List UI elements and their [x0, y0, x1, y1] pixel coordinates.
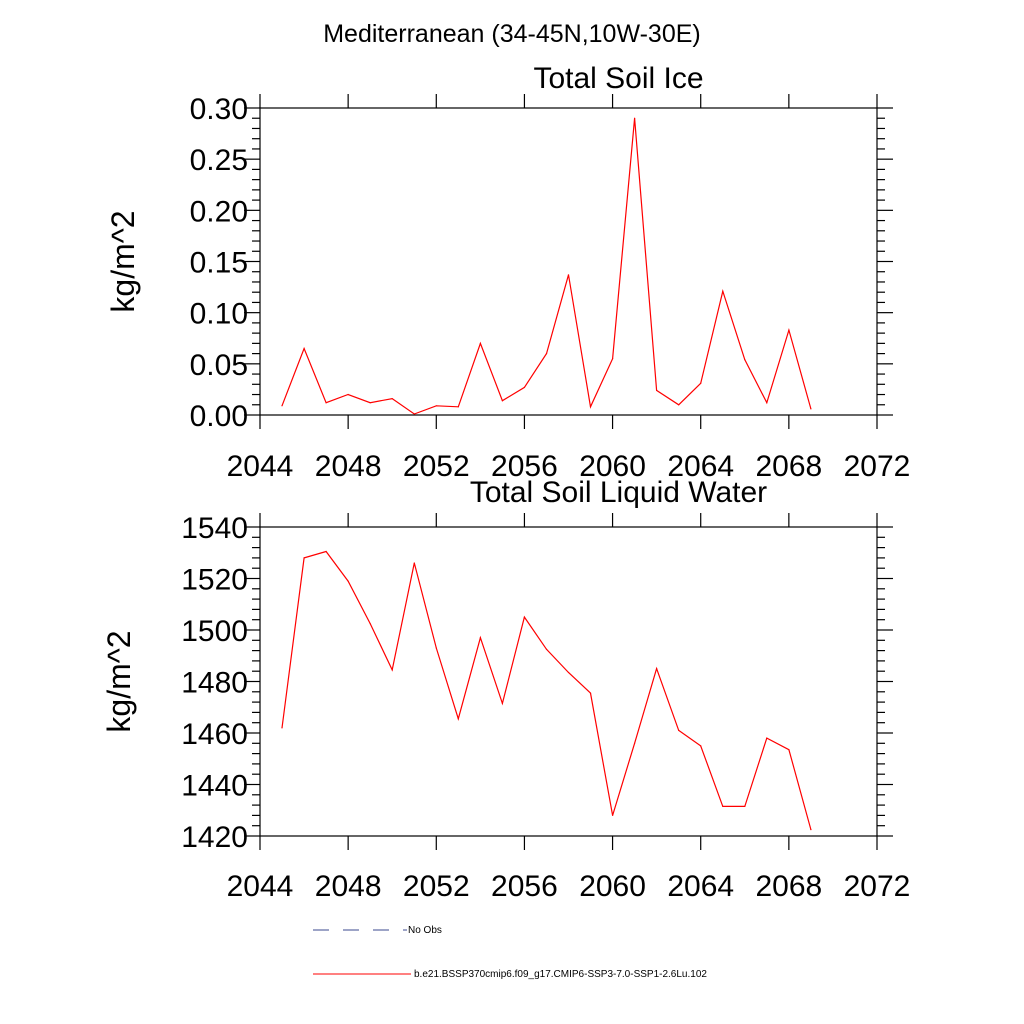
chart-0-data-point — [369, 402, 371, 404]
chart-1-xtick-label: 2056 — [491, 870, 558, 903]
chart-1-data-point — [766, 737, 768, 739]
chart-1-xtick-label: 2048 — [315, 870, 382, 903]
chart-0-xtick-label: 2068 — [755, 450, 822, 483]
chart-1-data-point — [722, 805, 724, 808]
chart-0-data-point — [634, 117, 636, 119]
chart-0-ytick-label: 0.00 — [190, 400, 248, 433]
chart-0-ylabel: kg/m^2 — [105, 210, 141, 312]
chart-1-data-point — [435, 647, 437, 649]
chart-1-data-point — [612, 814, 614, 817]
chart-1-data-point — [589, 692, 592, 694]
chart-0-data-point — [766, 402, 768, 404]
chart-1-data-point — [325, 550, 327, 553]
chart-1-xtick-label: 2064 — [667, 870, 734, 903]
chart-1-data-point — [523, 616, 526, 618]
chart-1-data-point — [744, 805, 746, 808]
chart-1-data-point — [413, 562, 415, 564]
chart-0-data-point — [700, 382, 702, 384]
chart-1-data-point — [347, 580, 349, 582]
chart-1-xtick-label: 2044 — [227, 870, 294, 903]
chart-1-ytick-label: 1420 — [181, 821, 248, 854]
chart-0-data-point — [612, 358, 614, 360]
chart-1-ytick-label: 1480 — [181, 667, 248, 700]
chart-1-data-point — [788, 749, 790, 751]
chart-0-data-point — [435, 405, 437, 407]
chart-1-ytick-label: 1540 — [181, 512, 248, 545]
chart-1-xtick-label: 2052 — [403, 870, 470, 903]
chart-1-data-point — [678, 729, 680, 732]
chart-0-ytick-label: 0.15 — [190, 247, 248, 280]
legend-run-label: b.e21.BSSP370cmip6.f09_g17.CMIP6-SSP3-7.… — [414, 969, 707, 980]
chart-0-data-point — [391, 398, 393, 400]
chart-0-xtick-label: 2044 — [227, 450, 294, 483]
chart-1-data-point — [700, 745, 702, 747]
chart-0-data-point — [303, 347, 305, 350]
chart-0-xtick-label: 2052 — [403, 450, 470, 483]
chart-0-data-point — [722, 290, 724, 292]
chart-0-ytick-label: 0.25 — [190, 144, 248, 177]
chart-0-data-point — [810, 408, 812, 410]
chart-0-data-point — [325, 402, 327, 404]
chart-1-data-point — [656, 668, 658, 670]
chart-1-ytick-label: 1500 — [181, 615, 248, 648]
chart-1-data-point — [303, 557, 305, 559]
chart-0-ytick-label: 0.20 — [190, 195, 248, 228]
chart-0-data-point — [545, 353, 548, 355]
chart-0-xtick-label: 2064 — [667, 450, 734, 483]
panel-total-soil-liquid-water: Total Soil Liquid Water kg/m^2 1420 1440 146… — [101, 476, 910, 903]
chart-0-data-point — [413, 413, 415, 415]
chart-1-xtick-label: 2060 — [579, 870, 646, 903]
chart-0-data-point — [479, 342, 481, 344]
chart-1-xtick-label: 2072 — [844, 870, 911, 903]
chart-0-data-point — [589, 406, 592, 408]
figure-suptitle: Mediterranean (34-45N,10W-30E) — [323, 20, 701, 48]
chart-0-data-point — [457, 406, 459, 408]
chart-0-data-point — [347, 393, 349, 396]
legend-no-obs-label: No Obs — [408, 925, 442, 936]
chart-0-data-point — [788, 329, 790, 331]
chart-1-data-point — [810, 829, 812, 831]
chart-0-xtick-label: 2048 — [315, 450, 382, 483]
chart-1-data-point — [501, 702, 503, 705]
chart-0-data-point — [501, 400, 503, 402]
chart-1-ytick-label: 1440 — [181, 770, 248, 803]
chart-0-data-point — [678, 404, 680, 406]
chart-1-data-point — [391, 669, 393, 671]
chart-1-ytick-label: 1520 — [181, 564, 248, 597]
chart-0-data-point — [656, 389, 658, 391]
chart-0-xtick-label: 2060 — [579, 450, 646, 483]
chart-0-title: Total Soil Ice — [533, 62, 703, 95]
chart-1-data-point — [634, 742, 636, 744]
chart-0-data-point — [281, 405, 283, 407]
chart-0-xtick-label: 2056 — [491, 450, 558, 483]
chart-0-ytick-label: 0.10 — [190, 298, 248, 331]
chart-1-ylabel: kg/m^2 — [101, 630, 137, 732]
chart-0-data-point — [523, 386, 526, 388]
chart-1-xtick-label: 2068 — [755, 870, 822, 903]
chart-1-data-point — [369, 623, 371, 625]
chart-1-ytick-label: 1460 — [181, 718, 248, 751]
chart-0-xtick-label: 2072 — [844, 450, 911, 483]
chart-1-data-point — [545, 648, 548, 650]
chart-1-data-point — [281, 727, 283, 729]
legend: No Obs b.e21.BSSP370cmip6.f09_g17.CMIP6-… — [313, 925, 707, 980]
chart-0-ytick-label: 0.05 — [190, 349, 248, 382]
chart-1-data-point — [567, 671, 570, 674]
chart-1-data-point — [457, 718, 459, 720]
chart-0-ytick-label: 0.30 — [190, 93, 248, 126]
chart-0-data-point — [567, 274, 570, 276]
chart-1-title: Total Soil Liquid Water — [470, 476, 767, 509]
chart-0-data-point — [744, 359, 746, 361]
panel-total-soil-ice: Total Soil Ice kg/m^2 0.00 0.05 0.10 0.15 0.20… — [105, 62, 910, 483]
chart-1-data-point — [479, 637, 481, 639]
